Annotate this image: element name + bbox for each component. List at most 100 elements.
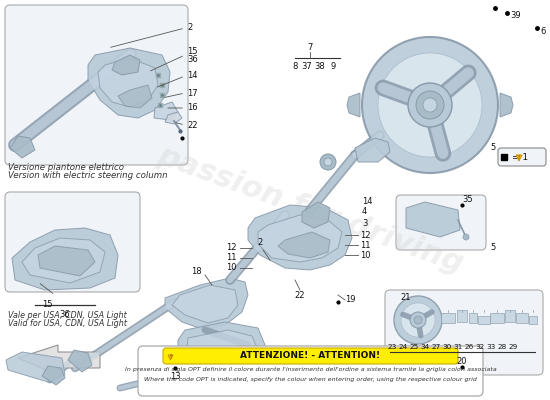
- Text: 10: 10: [360, 250, 371, 260]
- Text: 28: 28: [497, 344, 507, 350]
- Polygon shape: [68, 350, 92, 372]
- Text: 2: 2: [257, 238, 263, 247]
- Text: 27: 27: [431, 344, 441, 350]
- Polygon shape: [258, 215, 342, 262]
- Text: 33: 33: [486, 344, 496, 350]
- Text: 35: 35: [462, 196, 472, 204]
- Text: 5: 5: [490, 244, 495, 252]
- Polygon shape: [248, 205, 352, 270]
- Polygon shape: [10, 136, 35, 158]
- Text: 34: 34: [420, 344, 430, 350]
- Text: 39: 39: [510, 10, 521, 20]
- Text: 29: 29: [508, 344, 518, 350]
- Polygon shape: [490, 313, 504, 323]
- Circle shape: [408, 83, 452, 127]
- Text: 3: 3: [362, 218, 367, 228]
- Text: 30: 30: [442, 344, 452, 350]
- Polygon shape: [441, 313, 455, 323]
- FancyBboxPatch shape: [396, 195, 486, 250]
- Circle shape: [414, 316, 422, 324]
- Circle shape: [423, 98, 437, 112]
- Text: !: !: [518, 155, 520, 160]
- Polygon shape: [112, 55, 140, 75]
- FancyBboxPatch shape: [5, 192, 140, 292]
- Text: 12: 12: [360, 230, 371, 240]
- Text: 23: 23: [387, 344, 397, 350]
- Text: 9: 9: [331, 62, 336, 71]
- Text: 5: 5: [490, 144, 495, 152]
- Text: Where the code OPT is indicated, specify the colour when entering order, using t: Where the code OPT is indicated, specify…: [144, 378, 477, 382]
- Text: Version with electric steering column: Version with electric steering column: [8, 171, 168, 180]
- Polygon shape: [172, 285, 238, 323]
- Text: 25: 25: [409, 344, 419, 350]
- Text: 14: 14: [187, 72, 197, 80]
- Polygon shape: [478, 316, 490, 324]
- Text: 24: 24: [398, 344, 408, 350]
- Polygon shape: [154, 102, 178, 120]
- Text: = 1: = 1: [512, 152, 528, 162]
- Text: 19: 19: [345, 296, 355, 304]
- Polygon shape: [165, 278, 248, 330]
- Text: Valid for USA, CDN, USA Light: Valid for USA, CDN, USA Light: [8, 319, 127, 328]
- Text: 11: 11: [360, 240, 371, 250]
- Circle shape: [320, 154, 336, 170]
- Polygon shape: [22, 238, 105, 283]
- Text: 17: 17: [187, 88, 197, 98]
- Text: 8: 8: [292, 62, 298, 71]
- Circle shape: [324, 158, 332, 166]
- Polygon shape: [406, 202, 460, 237]
- Text: 38: 38: [315, 62, 326, 71]
- Polygon shape: [6, 352, 65, 382]
- Polygon shape: [505, 310, 515, 322]
- Text: 20: 20: [456, 357, 468, 366]
- Polygon shape: [18, 345, 100, 375]
- Polygon shape: [88, 48, 170, 118]
- Text: 31: 31: [453, 344, 463, 350]
- Text: 6: 6: [540, 28, 546, 36]
- Polygon shape: [178, 322, 265, 378]
- Polygon shape: [42, 366, 65, 385]
- FancyBboxPatch shape: [138, 346, 483, 396]
- Polygon shape: [378, 53, 482, 157]
- Text: 18: 18: [191, 268, 202, 276]
- Polygon shape: [529, 316, 537, 324]
- Text: 15: 15: [42, 300, 52, 309]
- Text: 15: 15: [187, 48, 197, 56]
- Polygon shape: [355, 138, 390, 162]
- Polygon shape: [118, 85, 152, 108]
- Polygon shape: [168, 355, 173, 360]
- Polygon shape: [394, 296, 442, 344]
- Text: 12: 12: [227, 244, 237, 252]
- Polygon shape: [278, 232, 330, 258]
- Polygon shape: [401, 303, 435, 337]
- FancyBboxPatch shape: [498, 148, 546, 166]
- Text: 36: 36: [59, 310, 70, 319]
- FancyBboxPatch shape: [5, 5, 188, 165]
- Polygon shape: [38, 246, 95, 276]
- Text: !: !: [169, 354, 172, 359]
- Text: 32: 32: [475, 344, 485, 350]
- Text: 11: 11: [227, 254, 237, 262]
- Text: passion for driving: passion for driving: [153, 141, 467, 279]
- FancyBboxPatch shape: [385, 290, 543, 375]
- Text: 2: 2: [187, 24, 192, 32]
- Circle shape: [463, 234, 469, 240]
- Text: 22: 22: [295, 290, 305, 300]
- Polygon shape: [516, 155, 522, 161]
- Text: 21: 21: [400, 294, 410, 302]
- FancyBboxPatch shape: [163, 348, 458, 364]
- Text: 14: 14: [362, 198, 372, 206]
- Text: 37: 37: [301, 62, 312, 71]
- Polygon shape: [500, 93, 513, 117]
- Polygon shape: [98, 58, 158, 107]
- Circle shape: [416, 91, 444, 119]
- Text: In presenza di sigla OPT definire il colore durante l'inserimento dell'ordine a : In presenza di sigla OPT definire il col…: [125, 368, 496, 372]
- Polygon shape: [457, 310, 467, 322]
- Polygon shape: [516, 313, 528, 323]
- Text: 26: 26: [464, 344, 474, 350]
- Text: 7: 7: [307, 43, 313, 52]
- Text: ATTENZIONE! - ATTENTION!: ATTENZIONE! - ATTENTION!: [240, 352, 381, 360]
- Polygon shape: [347, 93, 360, 117]
- Text: 10: 10: [227, 264, 237, 272]
- Polygon shape: [165, 112, 182, 124]
